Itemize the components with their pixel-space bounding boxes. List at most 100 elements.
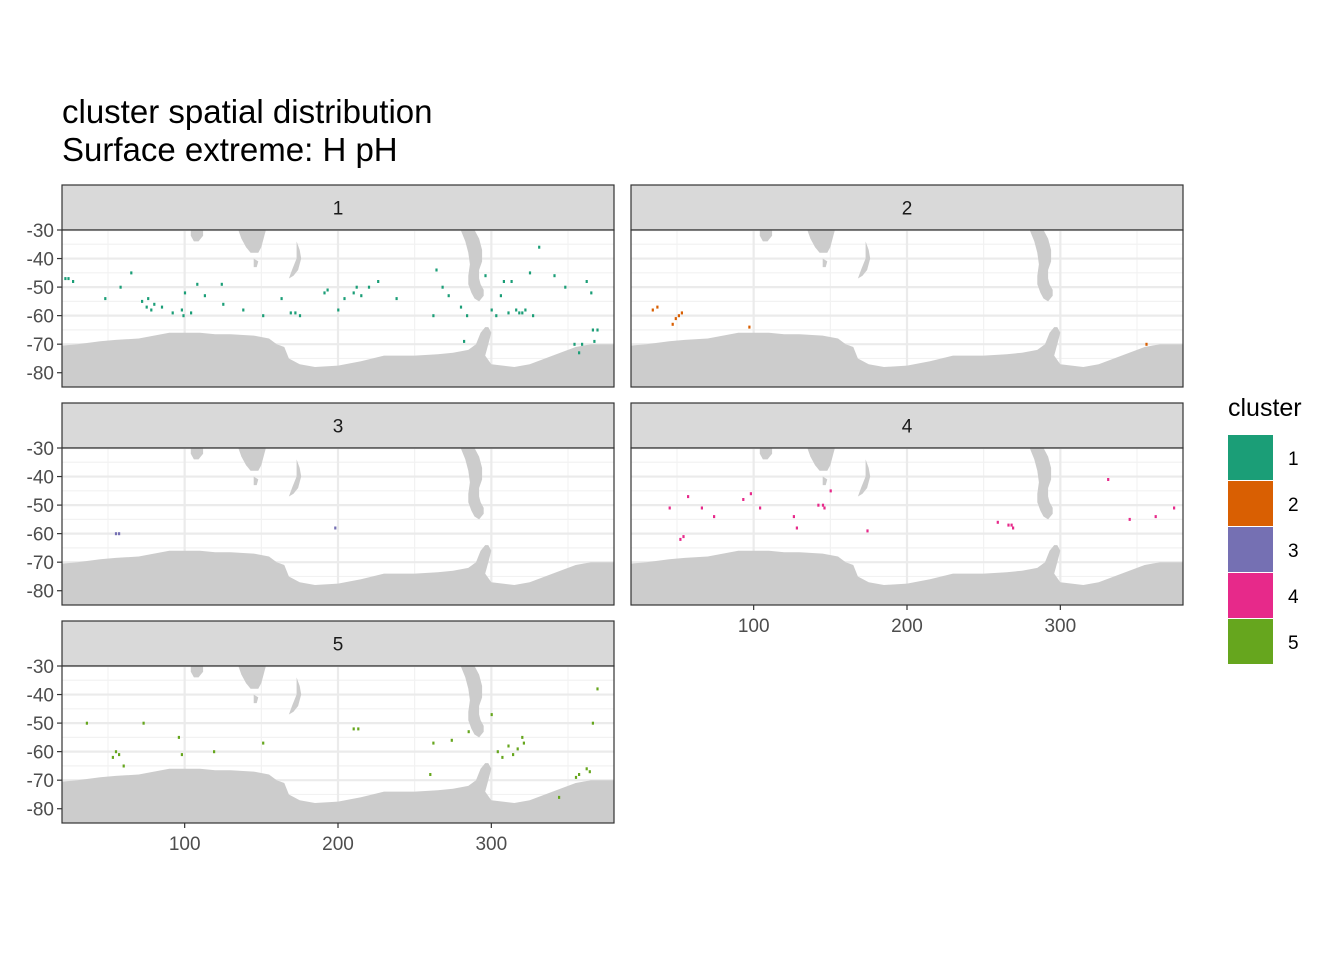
facet-strip (61, 620, 615, 667)
cluster-cell (507, 744, 510, 748)
cluster-cell (334, 526, 337, 530)
y-tick-label: -50 (27, 278, 54, 299)
antarctica-landmass (62, 545, 614, 605)
new-zealand-landmass (857, 241, 871, 279)
africa-landmass (190, 230, 204, 242)
cluster-cell (180, 753, 183, 757)
cluster-cell (680, 311, 683, 315)
cluster-cell (593, 339, 596, 343)
cluster-cell (145, 305, 148, 309)
cluster-cell (507, 311, 510, 315)
x-tick-label: 200 (322, 834, 354, 855)
y-tick-label: -70 (27, 553, 54, 574)
cluster-cell (687, 495, 690, 499)
cluster-cell (1012, 526, 1015, 530)
facet-panel-3: 3 -30 -40 -50 -60 -70 -80 (27, 402, 615, 606)
cluster-cell (578, 773, 581, 776)
legend-swatch (1228, 435, 1273, 480)
cluster-cell (147, 297, 150, 301)
cluster-cell (564, 285, 567, 289)
y-tick-label: -60 (27, 525, 54, 546)
facet-strip (630, 402, 1184, 449)
facet-strip-label: 5 (333, 635, 344, 656)
cluster-cell (432, 314, 435, 318)
cluster-cell (203, 294, 206, 298)
cluster-cell (153, 302, 156, 306)
cluster-cell (190, 311, 193, 315)
cluster-cell (866, 529, 869, 533)
cluster-cell (510, 280, 513, 283)
cluster-cell (118, 753, 121, 757)
cluster-cell (377, 280, 380, 283)
y-tick-label: -30 (27, 439, 54, 460)
tasmania-landmass (253, 694, 259, 704)
cluster-cell (682, 535, 685, 539)
south-america-landmass (460, 448, 484, 520)
cluster-cell (574, 775, 578, 779)
legend-swatch (1228, 573, 1273, 618)
facet-strip-label: 4 (902, 417, 913, 438)
cluster-cell (183, 291, 187, 295)
cluster-cell (499, 294, 502, 298)
cluster-cell (459, 305, 463, 309)
y-tick-label: -70 (27, 771, 54, 792)
cluster-cell (1128, 517, 1131, 521)
facet-panel-2: 2 (630, 184, 1184, 388)
y-tick-label: -60 (27, 307, 54, 328)
tasmania-landmass (822, 258, 828, 268)
panel-border (630, 229, 1184, 388)
africa-landmass (190, 448, 204, 460)
new-zealand-landmass (288, 677, 302, 715)
facet-strip (61, 402, 615, 449)
chart-title: cluster spatial distribution (62, 93, 433, 130)
cluster-cell (150, 308, 153, 312)
cluster-cell (67, 277, 70, 281)
cluster-cell (114, 750, 118, 754)
cluster-cell (119, 285, 122, 289)
y-tick-label: -80 (27, 800, 54, 821)
australia-landmass (807, 448, 835, 471)
cluster-cell (222, 302, 225, 306)
cluster-cell (749, 492, 752, 496)
cluster-cell (700, 506, 703, 510)
cluster-cell (651, 308, 654, 312)
cluster-cell (591, 721, 594, 725)
legend: cluster 1 2 3 4 5 (1228, 394, 1302, 664)
legend-swatch (1228, 527, 1273, 572)
cluster-cell (590, 291, 593, 295)
cluster-cell (467, 730, 470, 734)
cluster-cell (596, 328, 599, 332)
facet-strip-label: 2 (902, 199, 913, 220)
cluster-cell (524, 308, 527, 312)
cluster-cell (521, 735, 524, 739)
cluster-cell (553, 274, 556, 278)
cluster-cell (262, 741, 265, 745)
new-zealand-landmass (288, 241, 302, 279)
cluster-cell (817, 503, 820, 507)
facet-panel-4: 4 100 200 300 (630, 402, 1184, 637)
cluster-cell (495, 314, 498, 318)
cluster-cell (1154, 515, 1157, 519)
cluster-cell (213, 750, 216, 754)
cluster-cell (759, 506, 762, 510)
cluster-cell (501, 755, 504, 759)
cluster-cell (114, 532, 118, 536)
facet-panel-5: 5 -30 -40 -50 -60 -70 -80 100 200 300 (27, 620, 615, 855)
africa-landmass (190, 666, 204, 678)
cluster-cell (180, 308, 183, 312)
panel-border (61, 447, 615, 606)
y-tick-label: -30 (27, 657, 54, 678)
cluster-cell (141, 299, 144, 303)
legend-swatch (1228, 481, 1273, 526)
australia-landmass (238, 666, 266, 689)
legend-label: 4 (1288, 587, 1299, 608)
tasmania-landmass (253, 258, 259, 268)
y-tick-label: -60 (27, 743, 54, 764)
cluster-cell (528, 271, 532, 275)
cluster-cell (502, 280, 505, 283)
cluster-cell (677, 314, 680, 318)
cluster-cell (441, 285, 444, 289)
cluster-cell (130, 271, 133, 275)
cluster-cell (742, 498, 745, 501)
